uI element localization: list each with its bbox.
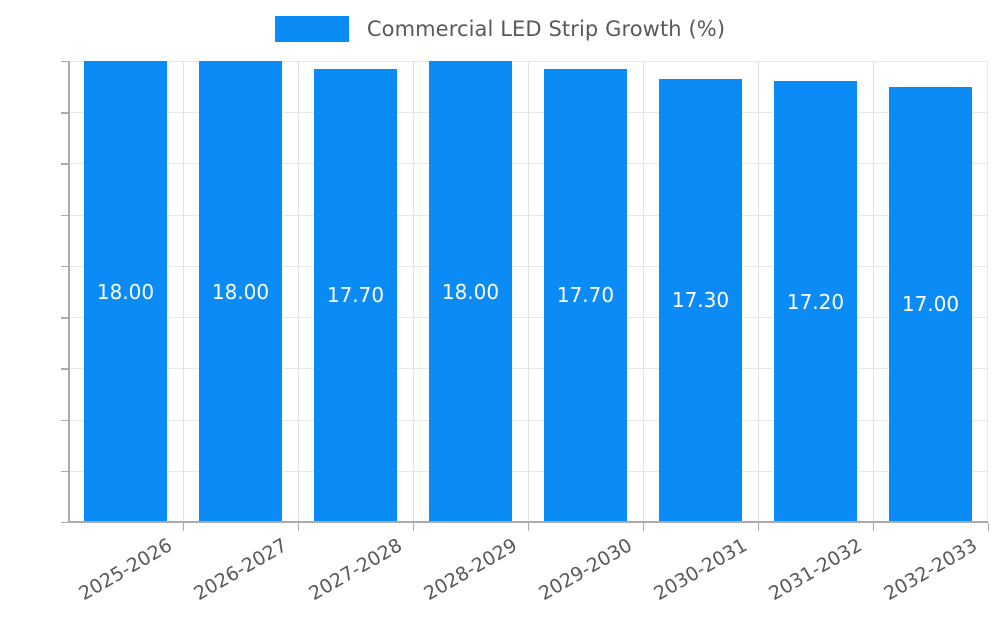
bar[interactable] [658, 78, 743, 522]
x-axis-tick-mark [988, 523, 990, 531]
bar-value-label: 17.70 [556, 283, 615, 308]
bar[interactable] [428, 61, 513, 522]
bar[interactable] [198, 61, 283, 522]
y-axis-tick-mark [61, 317, 68, 319]
plot-area: 18.00 18.00 17.70 18.00 17.70 17.30 17.20 17.00 [68, 61, 988, 523]
y-axis-tick-mark [61, 163, 68, 165]
bar-value-label: 17.70 [326, 283, 385, 308]
x-axis-tick-mark [528, 523, 530, 531]
chart-legend: Commercial LED Strip Growth (%) [0, 10, 1000, 48]
bar-value-label: 17.00 [901, 292, 960, 317]
gridline-vertical [183, 61, 184, 522]
bar[interactable] [83, 61, 168, 522]
legend-swatch-commercial-led-strip-growth [274, 16, 349, 42]
gridline-vertical [298, 61, 299, 522]
y-axis-tick-mark [61, 470, 68, 473]
gridline-vertical [643, 61, 644, 522]
bar-value-label: 17.30 [671, 288, 730, 313]
bar-chart-figure: Commercial LED Strip Growth (%) 18.00 18.… [0, 10, 1000, 606]
x-axis-tick-mark [298, 523, 300, 531]
x-axis-tick-mark [643, 523, 645, 531]
gridline-vertical [528, 61, 529, 522]
y-axis-tick-mark [61, 112, 68, 114]
x-axis-tick-mark [873, 523, 875, 531]
plot-right-spine [987, 61, 988, 522]
y-axis-tick-mark [61, 368, 68, 370]
bar[interactable] [543, 68, 628, 522]
bar[interactable] [313, 68, 398, 522]
x-axis-tick-mark [413, 523, 415, 531]
y-axis-tick-mark [61, 522, 68, 524]
bar-value-label: 17.20 [786, 289, 845, 314]
x-axis-spine [68, 521, 988, 523]
y-axis-tick-mark [61, 419, 68, 421]
x-axis-tick-mark [183, 523, 185, 531]
bar-value-label: 18.00 [441, 279, 500, 304]
legend-label-commercial-led-strip-growth: Commercial LED Strip Growth (%) [366, 17, 726, 41]
gridline-vertical [873, 61, 874, 522]
bar[interactable] [888, 86, 973, 522]
y-axis-tick-mark [61, 265, 68, 268]
bar[interactable] [773, 81, 858, 522]
bar-value-label: 18.00 [96, 279, 155, 304]
gridline-vertical [758, 61, 759, 522]
y-axis-spine [68, 61, 70, 522]
y-axis-tick-mark [61, 214, 68, 217]
bar-value-label: 18.00 [211, 279, 270, 304]
x-axis-tick-mark [758, 523, 760, 531]
y-axis-tick-mark [61, 61, 68, 63]
gridline-vertical [413, 61, 414, 522]
